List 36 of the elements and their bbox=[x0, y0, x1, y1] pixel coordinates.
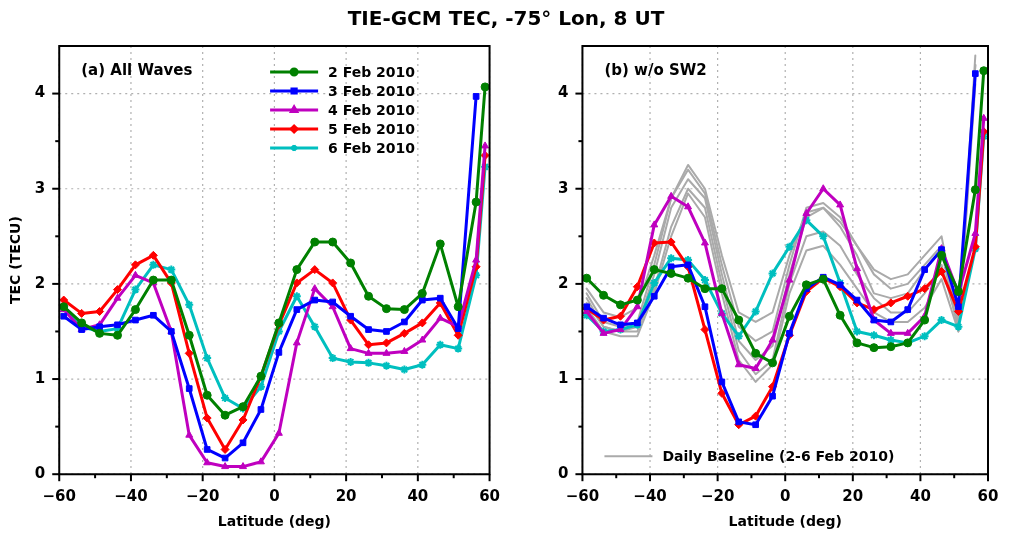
annotation: (a) All Waves bbox=[81, 61, 193, 80]
y-tick-label: 0 bbox=[34, 464, 46, 483]
x-tick-label: 60 bbox=[479, 487, 500, 506]
x-tick-label: −20 bbox=[700, 487, 735, 506]
legend-label: 3 Feb 2010 bbox=[328, 82, 416, 99]
legend-label: Daily Baseline (2-6 Feb 2010) bbox=[662, 447, 895, 464]
y-tick-label: 1 bbox=[558, 368, 569, 387]
legend-label: 4 Feb 2010 bbox=[328, 101, 416, 118]
x-tick-label: 20 bbox=[335, 487, 357, 506]
x-tick-label: 0 bbox=[780, 487, 791, 506]
x-tick-label: 20 bbox=[842, 487, 864, 506]
y-tick-label: 2 bbox=[34, 273, 46, 292]
y-tick-label: 1 bbox=[34, 368, 46, 387]
legend-label: 2 Feb 2010 bbox=[328, 63, 416, 80]
legend-label: 6 Feb 2010 bbox=[328, 139, 416, 156]
x-axis-title: Latitude (deg) bbox=[728, 513, 842, 530]
y-tick-label: 4 bbox=[558, 83, 569, 102]
x-tick-label: −60 bbox=[565, 487, 600, 506]
y-tick-label: 3 bbox=[34, 178, 46, 197]
y-tick-label: 3 bbox=[558, 178, 569, 197]
y-tick-label: 4 bbox=[34, 83, 46, 102]
x-tick-label: 0 bbox=[269, 487, 280, 506]
x-tick-label: −40 bbox=[114, 487, 148, 506]
chart-title: TIE-GCM TEC, -75° Lon, 8 UT bbox=[346, 6, 666, 30]
y-tick-label: 2 bbox=[558, 273, 569, 292]
x-tick-label: 40 bbox=[909, 487, 931, 506]
x-axis-title: Latitude (deg) bbox=[217, 513, 332, 530]
y-axis-title: TEC (TECU) bbox=[7, 216, 24, 305]
x-tick-label: −40 bbox=[633, 487, 667, 506]
x-tick-label: −60 bbox=[42, 487, 76, 506]
y-tick-label: 0 bbox=[558, 464, 569, 483]
legend-label: 5 Feb 2010 bbox=[328, 120, 416, 137]
x-tick-label: −20 bbox=[185, 487, 220, 506]
annotation: (b) w/o SW2 bbox=[604, 61, 707, 80]
x-tick-label: 60 bbox=[977, 487, 999, 506]
x-tick-label: 40 bbox=[407, 487, 429, 506]
